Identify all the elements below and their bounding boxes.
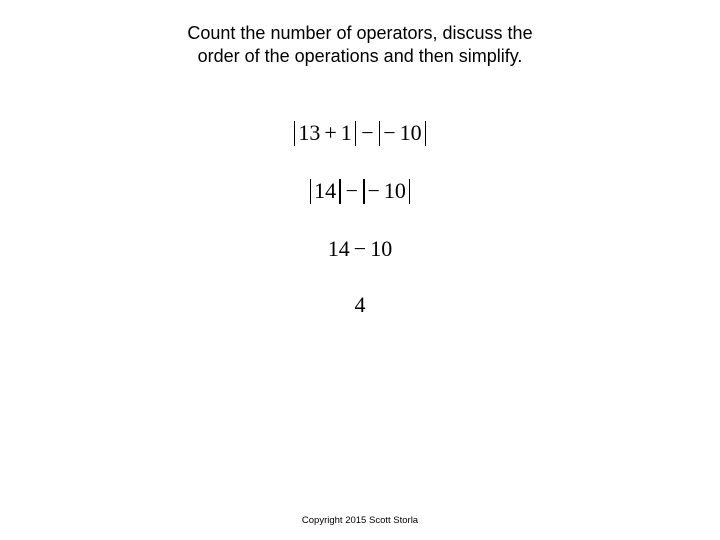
negative-sign: − xyxy=(367,178,383,204)
math-text: 13 xyxy=(297,120,321,146)
minus-operator: − xyxy=(358,120,376,146)
abs-bar-icon xyxy=(294,121,296,146)
minus-operator: − xyxy=(343,178,361,204)
copyright-footer: Copyright 2015 Scott Storla xyxy=(0,515,720,526)
abs-bar-icon xyxy=(355,121,357,146)
minus-operator: − xyxy=(351,236,369,262)
math-step-3: 14 − 10 xyxy=(327,234,393,264)
math-text: 14 xyxy=(313,178,337,204)
abs-bar-icon xyxy=(425,121,427,146)
abs-bar-icon xyxy=(310,179,312,204)
math-text: 10 xyxy=(383,178,407,204)
math-text: 10 xyxy=(399,120,423,146)
math-result: 4 xyxy=(354,292,367,318)
math-step-4: 4 xyxy=(354,290,367,320)
abs-bar-icon xyxy=(409,179,411,204)
plus-operator: + xyxy=(321,120,339,146)
heading-line-1: Count the number of operators, discuss t… xyxy=(187,23,532,43)
abs-bar-icon xyxy=(379,121,381,146)
math-step-1: 13 + 1 − − 10 xyxy=(292,118,428,148)
math-step-2: 14 − − 10 xyxy=(308,176,413,206)
instruction-heading: Count the number of operators, discuss t… xyxy=(0,22,720,69)
abs-bar-icon xyxy=(339,179,341,204)
math-steps: 13 + 1 − − 10 14 − − 10 14 − 10 4 xyxy=(0,118,720,320)
math-text: 1 xyxy=(340,120,353,146)
heading-line-2: order of the operations and then simplif… xyxy=(198,46,523,66)
abs-bar-icon xyxy=(363,179,365,204)
negative-sign: − xyxy=(382,120,398,146)
math-text: 10 xyxy=(369,236,393,262)
copyright-text: Copyright 2015 Scott Storla xyxy=(302,515,418,526)
math-text: 14 xyxy=(327,236,351,262)
